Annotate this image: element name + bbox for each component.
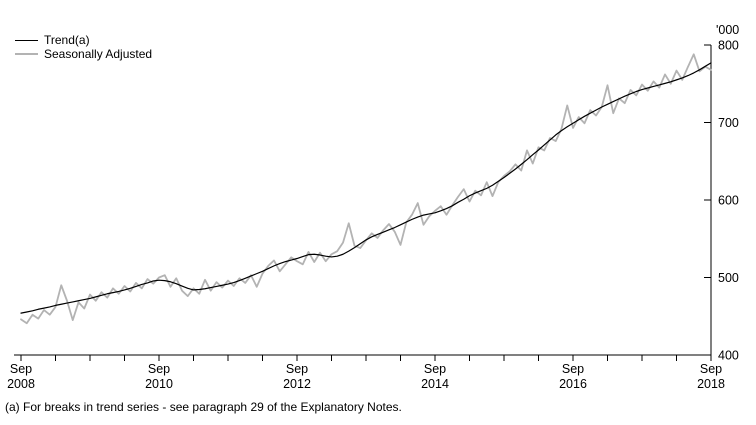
x-axis-label-year: 2016: [559, 377, 587, 391]
footnote: (a) For breaks in trend series - see par…: [5, 400, 402, 414]
y-axis-label: 500: [718, 271, 739, 285]
legend-label-seasonally-adjusted: Seasonally Adjusted: [44, 47, 153, 61]
y-axis-label: 700: [718, 116, 739, 130]
legend: Trend(a) Seasonally Adjusted: [15, 33, 152, 61]
x-axis-label-month: Sep: [10, 362, 32, 376]
trend-series-line: [20, 62, 712, 314]
x-axis-label-month: Sep: [148, 362, 170, 376]
x-axis-label-year: 2008: [7, 377, 35, 391]
legend-item-seasonally-adjusted: Seasonally Adjusted: [15, 47, 152, 61]
legend-label-trend: Trend(a): [44, 33, 90, 47]
x-axis-label-month: Sep: [286, 362, 308, 376]
x-axis-label-year: 2012: [283, 377, 311, 391]
x-axis-label-month: Sep: [424, 362, 446, 376]
x-axis-label-year: 2014: [421, 377, 449, 391]
y-axis-label: 600: [718, 194, 739, 208]
y-axis-label: 400: [718, 349, 739, 363]
x-axis-label-month: Sep: [562, 362, 584, 376]
y-axis-unit-label: '000: [716, 23, 739, 37]
trend-line-swatch: [15, 39, 38, 41]
y-axis-label: 800: [718, 39, 739, 53]
seasonally-adjusted-line-swatch: [15, 53, 38, 55]
seasonally-adjusted-series-line: [20, 53, 712, 325]
x-axis-label-year: 2018: [697, 377, 725, 391]
x-axis-label-month: Sep: [700, 362, 722, 376]
x-axis-label-year: 2010: [145, 377, 173, 391]
legend-item-trend: Trend(a): [15, 33, 152, 47]
